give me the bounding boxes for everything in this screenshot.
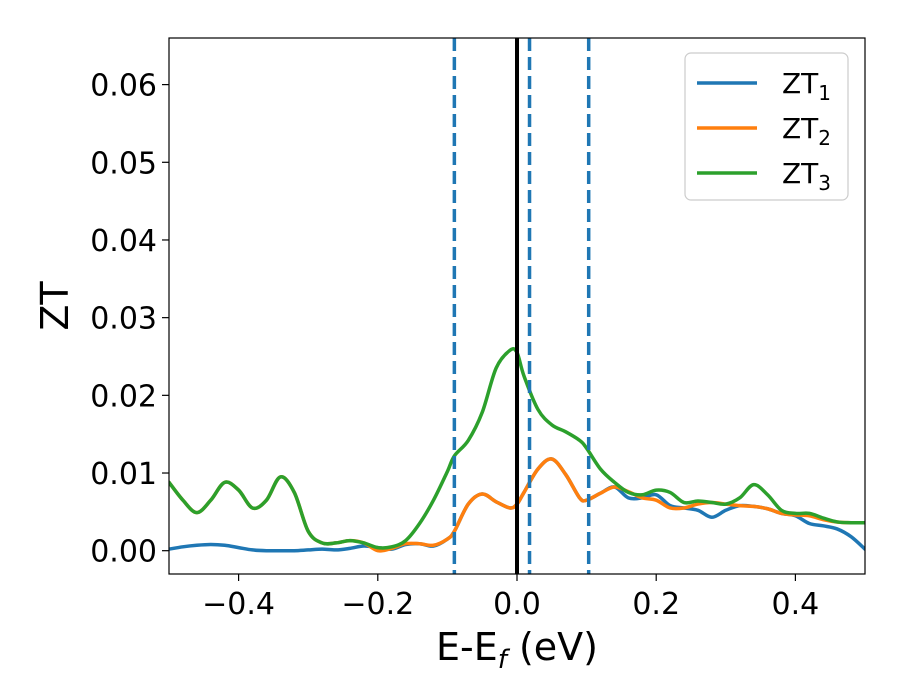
x-tick-label: −0.4 <box>202 587 275 622</box>
x-tick-label: 0.2 <box>632 587 680 622</box>
legend-label-sub: 3 <box>818 171 831 195</box>
legend-label-zt3: ZT3 <box>782 157 831 195</box>
y-axis-title: ZT <box>33 281 77 331</box>
legend-label-sub: 1 <box>818 81 831 105</box>
y-axis-ticks: 0.00 0.01 0.02 0.03 0.04 0.05 0.06 <box>90 69 169 570</box>
vline-layer <box>452 38 591 574</box>
y-tick-label: 0.01 <box>90 457 157 492</box>
x-tick-label: 0.4 <box>772 587 820 622</box>
y-tick-label: 0.06 <box>90 69 157 104</box>
legend-label-zt1: ZT1 <box>782 67 831 105</box>
x-axis-title: E-Ef (eV) <box>436 625 598 675</box>
y-tick-label: 0.02 <box>90 379 157 414</box>
legend-label-main: ZT <box>782 112 819 145</box>
y-tick-label: 0.05 <box>90 146 157 181</box>
x-axis-title-main: E-E <box>436 625 498 669</box>
x-axis-title-unit: (eV) <box>507 625 598 669</box>
x-axis-ticks: −0.4 −0.2 0.0 0.2 0.4 <box>202 574 819 622</box>
legend-box <box>684 52 849 201</box>
legend-label-sub: 2 <box>818 126 831 150</box>
y-tick-label: 0.03 <box>90 302 157 337</box>
y-tick-label: 0.04 <box>90 224 157 259</box>
x-tick-label: −0.2 <box>341 587 414 622</box>
legend-label-main: ZT <box>782 67 819 100</box>
x-tick-label: 0.0 <box>493 587 541 622</box>
legend-label-zt2: ZT2 <box>782 112 831 150</box>
legend-label-main: ZT <box>782 157 819 190</box>
y-tick-label: 0.00 <box>90 535 157 570</box>
